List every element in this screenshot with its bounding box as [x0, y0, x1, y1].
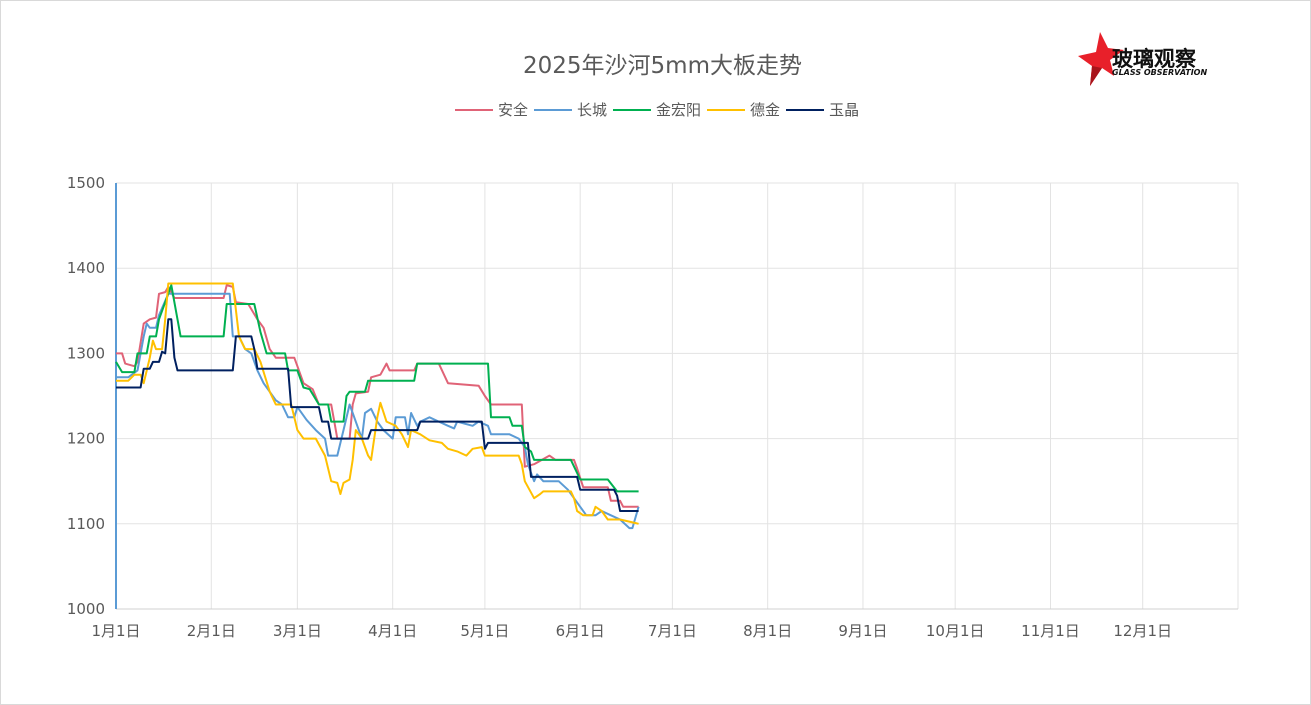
x-tick-label: 5月1日	[460, 622, 509, 640]
y-tick-label: 1400	[67, 259, 105, 277]
legend-item: 德金	[707, 99, 780, 120]
x-tick-label: 2月1日	[187, 622, 236, 640]
svg-text:玻璃观察: 玻璃观察	[1112, 47, 1197, 71]
chart-title: 2025年沙河5mm大板走势	[523, 53, 802, 79]
y-tick-label: 1200	[67, 430, 105, 448]
x-tick-label: 11月1日	[1021, 622, 1080, 640]
y-tick-label: 1100	[67, 515, 105, 533]
legend-item: 安全	[455, 99, 528, 120]
x-tick-label: 9月1日	[838, 622, 887, 640]
y-tick-label: 1500	[67, 174, 105, 192]
x-tick-label: 6月1日	[556, 622, 605, 640]
legend-swatch	[534, 108, 573, 111]
series-line-5	[116, 318, 639, 512]
legend-label: 长城	[577, 101, 608, 119]
series-line-3	[115, 284, 639, 493]
legend-swatch	[786, 108, 825, 111]
legend-label: 安全	[498, 101, 529, 119]
y-tick-label: 1000	[67, 600, 105, 618]
glass-observation-logo: 玻璃观察 GLASS OBSERVATION	[1078, 32, 1207, 86]
svg-text:GLASS OBSERVATION: GLASS OBSERVATION	[1112, 68, 1207, 77]
legend-item: 金宏阳	[613, 99, 701, 120]
x-tick-label: 3月1日	[273, 622, 322, 640]
x-tick-label: 8月1日	[743, 622, 792, 640]
legend-item: 玉晶	[786, 99, 859, 120]
x-tick-label: 4月1日	[368, 622, 417, 640]
legend-label: 德金	[750, 101, 781, 119]
series-line-4	[116, 282, 639, 525]
legend-swatch	[707, 108, 746, 111]
x-tick-label: 7月1日	[648, 622, 697, 640]
x-tick-label: 1月1日	[91, 622, 140, 640]
legend-item: 长城	[534, 99, 607, 120]
legend-label: 金宏阳	[656, 101, 702, 119]
series-line-2	[116, 292, 640, 530]
legend: 安全 长城 金宏阳 德金 玉晶	[455, 99, 865, 120]
x-tick-label: 12月1日	[1113, 622, 1172, 640]
legend-swatch	[613, 108, 652, 111]
x-tick-label: 10月1日	[926, 622, 985, 640]
y-tick-label: 1300	[67, 344, 105, 362]
legend-swatch	[455, 108, 493, 111]
legend-label: 玉晶	[829, 101, 860, 119]
series-line-1	[116, 284, 639, 508]
